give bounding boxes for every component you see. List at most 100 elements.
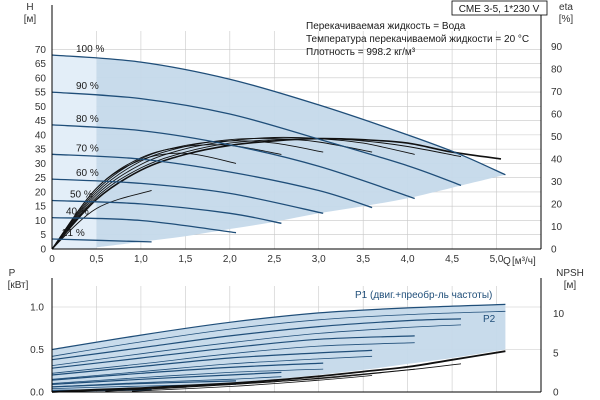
top-y2-tick-label: 0 xyxy=(551,245,557,256)
p2-curve xyxy=(51,376,282,388)
speed-label: 60 % xyxy=(76,168,99,179)
head-curve-40pct xyxy=(51,216,237,234)
bottom-y2-axis-label: NPSH xyxy=(556,268,584,279)
top-y-tick-label: 20 xyxy=(35,187,47,198)
x-axis-label: Q xyxy=(503,256,511,267)
series-label-p2: P2 xyxy=(483,314,496,325)
top-y-axis-unit: [м] xyxy=(24,14,37,25)
p2-curve xyxy=(51,368,324,384)
top-y2-tick-label: 30 xyxy=(551,177,563,188)
eta-curve xyxy=(51,152,237,250)
bottom-y-tick-label: 0.5 xyxy=(30,345,44,356)
series-label-p1: P1 (двиг.+преобр-ль частоты) xyxy=(355,289,492,301)
x-tick-label: 0,5 xyxy=(90,254,104,265)
x-tick-label: 1,0 xyxy=(134,254,148,265)
curve-layer: 100 % 90 % 80 % 70 % 60 % 50 % 40 % 21 % xyxy=(51,44,506,393)
top-y-tick-label: 55 xyxy=(35,88,47,99)
bottom-y-axis-unit: [кВт] xyxy=(8,280,29,291)
p1-curve xyxy=(51,362,324,381)
npsh-curve xyxy=(105,368,415,392)
note-temperature: Температура перекачиваемой жидкости = 20… xyxy=(306,34,529,45)
p2-curve xyxy=(51,342,415,374)
p1-curve xyxy=(51,303,506,351)
p2-curve xyxy=(51,355,373,380)
top-y-tick-label: 70 xyxy=(35,45,47,56)
p1-curve xyxy=(51,335,415,369)
head-curve-100pct xyxy=(51,54,506,176)
speed-label: 80 % xyxy=(76,114,99,125)
top-y2-tick-label: 10 xyxy=(551,222,563,233)
p1-curve xyxy=(51,371,282,385)
top-y2-axis-label: eta xyxy=(559,2,573,13)
top-y2-tick-label: 50 xyxy=(551,132,563,143)
note-density: Плотность = 998.2 кг/м³ xyxy=(306,47,416,58)
bottom-y-axis-label: P xyxy=(9,268,16,279)
p2-curve xyxy=(51,310,506,357)
operating-area-layer xyxy=(52,54,506,391)
model-label: CME 3-5, 1*230 V xyxy=(459,4,540,15)
top-y2-tick-label: 70 xyxy=(551,87,563,98)
top-y-tick-label: 40 xyxy=(35,130,47,141)
top-y-tick-label: 25 xyxy=(35,173,47,184)
top-y-tick-label: 35 xyxy=(35,145,47,156)
speed-label: 40 % xyxy=(66,207,89,218)
head-curve-21pct xyxy=(51,238,152,243)
x-axis-unit: [м³/ч] xyxy=(512,256,536,267)
eta-curve xyxy=(51,140,324,250)
speed-label: 50 % xyxy=(70,189,93,200)
x-tick-label: 2,5 xyxy=(267,254,281,265)
top-y2-tick-label: 90 xyxy=(551,42,563,53)
top-y-tick-label: 30 xyxy=(35,159,47,170)
x-tick-label: 4,5 xyxy=(445,254,459,265)
bottom-y-tick-label: 1.0 xyxy=(30,303,44,314)
bottom-y2-axis-unit: [м] xyxy=(564,280,577,291)
top-y-tick-label: 5 xyxy=(40,230,46,241)
top-y-axis-label: H xyxy=(26,2,33,13)
eta-curve xyxy=(51,137,502,250)
top-y2-tick-label: 20 xyxy=(551,199,563,210)
top-y2-tick-label: 40 xyxy=(551,154,563,165)
model-box xyxy=(451,0,548,16)
speed-label: 21 % xyxy=(62,228,85,239)
top-y-tick-label: 45 xyxy=(35,116,47,127)
npsh-curve-main xyxy=(51,350,506,393)
top-y2-tick-label: 80 xyxy=(551,64,563,75)
top-y-tick-label: 60 xyxy=(35,73,47,84)
bottom-y-tick-label: 0.0 xyxy=(30,388,44,399)
top-operating-area xyxy=(96,58,506,248)
p1-curve xyxy=(51,318,462,361)
x-tick-label: 2,0 xyxy=(223,254,237,265)
head-curve-50pct xyxy=(51,199,282,224)
p2-curve xyxy=(51,324,462,366)
head-curve-70pct xyxy=(51,153,373,209)
x-tick-label: 4,0 xyxy=(401,254,415,265)
head-curve-60pct xyxy=(51,178,324,214)
note-fluid: Перекачиваемая жидкость = Вода xyxy=(306,21,466,32)
x-tick-label: 3,0 xyxy=(312,254,326,265)
bottom-y2-tick-label: 5 xyxy=(553,348,559,359)
x-tick-label: 0 xyxy=(49,254,55,265)
bottom-y2-tick-label: 10 xyxy=(553,309,565,320)
top-y2-tick-label: 60 xyxy=(551,109,563,120)
top-y-tick-label: 15 xyxy=(35,202,47,213)
x-tick-label: 5,0 xyxy=(490,254,504,265)
top-y-tick-label: 50 xyxy=(35,102,47,113)
bottom-y2-tick-label: 0 xyxy=(553,388,559,399)
x-tick-label: 3,5 xyxy=(356,254,370,265)
speed-label: 90 % xyxy=(76,81,99,92)
head-curve-80pct xyxy=(51,124,415,200)
bottom-operating-area xyxy=(52,304,506,391)
x-tick-label: 1,5 xyxy=(178,254,192,265)
top-y2-axis-unit: [%] xyxy=(559,14,574,25)
top-y-tick-label: 65 xyxy=(35,59,47,70)
top-y-tick-label: 0 xyxy=(40,245,46,256)
head-curve-90pct xyxy=(51,91,462,187)
speed-label: 70 % xyxy=(76,143,99,154)
speed-label: 100 % xyxy=(76,44,104,55)
p1-curve xyxy=(51,349,373,376)
axes-layer: 0510152025303540455055606570010203040506… xyxy=(30,5,565,399)
top-y-tick-label: 10 xyxy=(35,216,47,227)
npsh-curve xyxy=(131,375,373,392)
